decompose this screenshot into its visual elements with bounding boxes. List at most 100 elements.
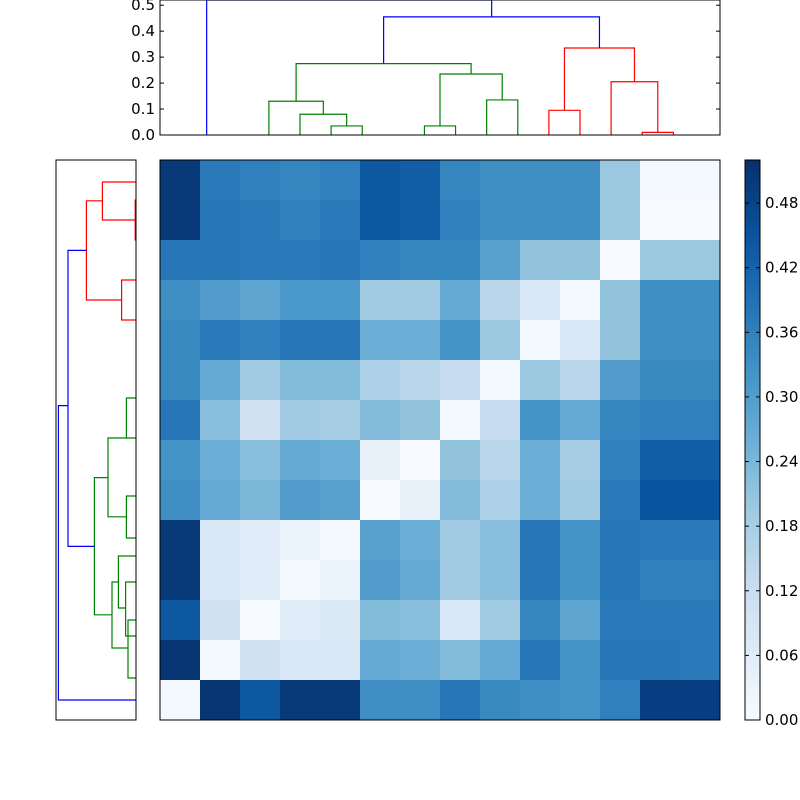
colorbar-ticks: 0.00 0.06 0.12 0.18 0.24 0.30 0.36 0.42 0.48 <box>745 194 798 729</box>
heatmap-cell <box>240 680 281 721</box>
heatmap-cell <box>200 680 241 721</box>
heatmap-cell <box>600 320 641 361</box>
heatmap-cell <box>680 160 721 201</box>
heatmap-cell <box>560 440 601 481</box>
heatmap-cell <box>480 400 521 441</box>
left-dendrogram-link <box>125 495 136 539</box>
heatmap-cell <box>600 200 641 241</box>
heatmap-cell <box>280 520 321 561</box>
colorbar-tick-label: 0.30 <box>765 388 798 406</box>
top-dendrogram-link <box>439 73 503 126</box>
heatmap-cell <box>640 320 681 361</box>
heatmap-cell <box>600 560 641 601</box>
heatmap-cell <box>440 200 481 241</box>
heatmap-cell <box>240 480 281 521</box>
heatmap-cell <box>240 560 281 601</box>
heatmap-cell <box>400 400 441 441</box>
heatmap-cell <box>360 160 401 201</box>
heatmap-cell <box>280 680 321 721</box>
heatmap-cell <box>600 400 641 441</box>
heatmap-cell <box>360 680 401 721</box>
heatmap-cell <box>640 440 681 481</box>
heatmap-cell <box>360 400 401 441</box>
heatmap-cell <box>400 160 441 201</box>
heatmap-cell <box>560 360 601 401</box>
left-dendrogram-link <box>121 279 136 321</box>
heatmap-cell <box>480 560 521 601</box>
heatmap-cell <box>480 200 521 241</box>
heatmap-cell <box>200 400 241 441</box>
heatmap-cell <box>520 360 561 401</box>
heatmap-cell <box>280 360 321 401</box>
heatmap-cell <box>600 520 641 561</box>
heatmap-cell <box>480 360 521 401</box>
colorbar-frame <box>744 159 761 721</box>
heatmap-cell <box>560 680 601 721</box>
heatmap-cell <box>600 480 641 521</box>
top-axis-tick-label: 0.4 <box>131 22 155 40</box>
heatmap-cell <box>400 280 441 321</box>
left-dendrogram-link <box>125 397 136 439</box>
heatmap-cell <box>160 640 201 681</box>
heatmap-cell <box>280 280 321 321</box>
colorbar-tick-label: 0.36 <box>765 323 798 341</box>
heatmap-cell <box>520 560 561 601</box>
heatmap-cell <box>520 240 561 281</box>
heatmap-cell <box>320 640 361 681</box>
heatmap-cell <box>160 360 201 401</box>
heatmap-cell <box>520 320 561 361</box>
heatmap-cell <box>400 200 441 241</box>
heatmap-cell <box>320 600 361 641</box>
heatmap-cell <box>520 400 561 441</box>
heatmap-cell <box>160 200 201 241</box>
top-dendrogram-link <box>486 99 519 135</box>
heatmap-cell <box>320 520 361 561</box>
heatmap-cell <box>160 160 201 201</box>
heatmap-cell <box>680 680 721 721</box>
heatmap-cell <box>640 280 681 321</box>
heatmap-cell <box>360 480 401 521</box>
heatmap-cell <box>240 280 281 321</box>
heatmap-cell <box>480 160 521 201</box>
heatmap-cell <box>680 520 721 561</box>
heatmap-frame <box>159 159 721 721</box>
heatmap-cell <box>400 440 441 481</box>
heatmap-cell <box>320 160 361 201</box>
top-dendrogram <box>206 0 674 135</box>
heatmap-cell <box>200 520 241 561</box>
heatmap-cell <box>600 440 641 481</box>
heatmap-cell <box>240 640 281 681</box>
heatmap-cell <box>160 440 201 481</box>
heatmap-cell <box>160 320 201 361</box>
heatmap-cell <box>280 160 321 201</box>
heatmap-cell <box>400 520 441 561</box>
top-dendrogram-link <box>295 63 472 102</box>
heatmap-cell <box>160 600 201 641</box>
heatmap-cell <box>680 640 721 681</box>
heatmap-cell <box>560 480 601 521</box>
heatmap-cell <box>600 680 641 721</box>
top-dendrogram-y-axis: 0.0 0.1 0.2 0.3 0.4 0.5 <box>131 0 720 144</box>
heatmap-cell <box>320 280 361 321</box>
heatmap-cell <box>160 400 201 441</box>
heatmap-cell <box>560 160 601 201</box>
heatmap-cell <box>480 440 521 481</box>
heatmap-cell <box>160 680 201 721</box>
heatmap-cell <box>520 440 561 481</box>
heatmap-cell <box>320 240 361 281</box>
top-dendrogram-link <box>641 131 674 135</box>
colorbar-tick-label: 0.06 <box>765 646 798 664</box>
heatmap-cell <box>200 320 241 361</box>
heatmap-cell <box>440 400 481 441</box>
top-dendrogram-link <box>330 125 363 135</box>
heatmap-cell <box>240 240 281 281</box>
heatmap-cell <box>320 440 361 481</box>
heatmap-cell <box>440 160 481 201</box>
heatmap-cell <box>640 600 681 641</box>
top-dendrogram-link <box>548 109 581 135</box>
heatmap-cell <box>600 160 641 201</box>
heatmap-cell <box>560 320 601 361</box>
heatmap-cell <box>640 520 681 561</box>
colorbar-tick-label: 0.42 <box>765 259 798 277</box>
left-dendrogram-link <box>85 200 122 301</box>
